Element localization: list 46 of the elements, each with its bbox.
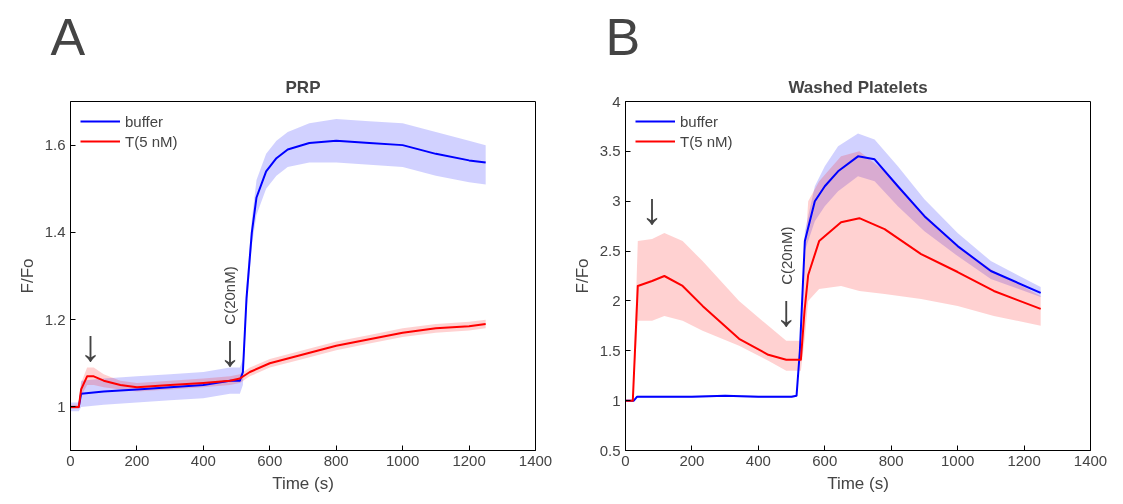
x-tick-label: 200 [679,451,705,469]
legend-label: buffer [125,112,164,130]
y-tick-label: 2 [612,291,621,309]
y-tick-label: 0.5 [599,441,621,459]
x-axis-title: Time (s) [272,473,334,493]
annotation: C(20nM) [221,266,239,325]
y-tick-label: 4 [612,92,621,110]
x-tick-label: 600 [812,451,838,469]
x-tick-label: 200 [124,451,150,469]
y-tick-label: 3.5 [599,142,621,160]
x-tick-label: 400 [745,451,771,469]
x-tick-label: 0 [621,451,630,469]
annotation: C(20nM) [777,226,795,285]
x-tick-label: 600 [257,451,283,469]
text: B [605,7,641,66]
y-tick-label: 1.2 [44,310,66,328]
annotation: ↓ [218,325,241,375]
y-tick-label: 1.6 [44,136,66,154]
annotation: ↓ [79,321,102,371]
x-tick-label: 1400 [518,451,553,469]
chart-title: PRP [285,77,321,97]
y-tick-label: 1 [57,397,66,415]
x-tick-label: 1000 [385,451,420,469]
annotation: ↓ [641,184,664,234]
legend-label: T(5 nM) [125,132,178,150]
legend-label: buffer [680,112,719,130]
x-axis-title: Time (s) [827,473,889,493]
y-tick-label: 1 [612,391,621,409]
y-axis-title: F/Fo [17,258,37,294]
y-tick-label: 1.5 [599,341,621,359]
y-tick-label: 3 [612,192,621,210]
x-tick-label: 1000 [940,451,975,469]
y-tick-label: 1.4 [44,223,66,241]
y-axis-title: F/Fo [572,258,592,294]
text: A [50,7,86,66]
annotation: ↓ [775,285,798,335]
x-tick-label: 400 [190,451,216,469]
x-tick-label: 800 [878,451,904,469]
x-tick-label: 1200 [1007,451,1041,469]
chart-title: Washed Platelets [788,77,928,97]
x-tick-label: 0 [66,451,75,469]
x-tick-label: 1400 [1073,451,1108,469]
y-tick-label: 2.5 [599,242,621,260]
x-tick-label: 800 [323,451,349,469]
legend-label: T(5 nM) [680,132,733,150]
x-tick-label: 1200 [452,451,486,469]
